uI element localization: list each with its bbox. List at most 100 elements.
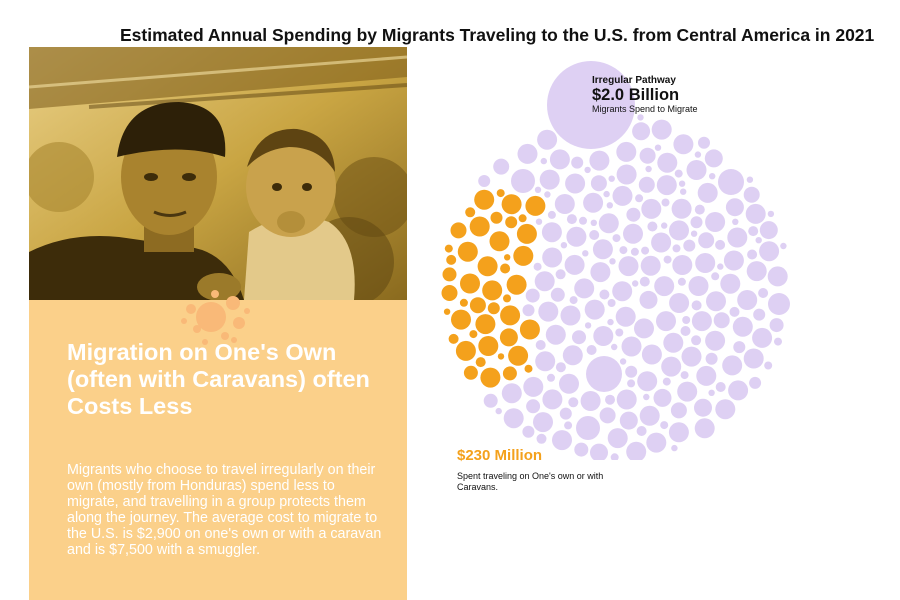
bubble-irregular <box>747 249 758 260</box>
bubble-irregular <box>616 164 637 185</box>
bubble-irregular <box>728 380 749 401</box>
bubble-caravan <box>519 319 540 340</box>
bubble-irregular <box>589 150 610 171</box>
man-holding-child-photo <box>29 47 407 300</box>
bubble-irregular <box>605 394 615 405</box>
bubble-irregular <box>545 324 566 345</box>
bubble-caravan <box>463 365 478 380</box>
bubble-irregular <box>576 416 600 440</box>
bubble-caravan <box>508 345 529 366</box>
bubble-caravan <box>442 267 457 282</box>
bubble-irregular <box>541 222 562 243</box>
panel-bubble <box>181 318 187 324</box>
bubble-irregular <box>621 336 642 357</box>
panel-bubble <box>196 302 226 332</box>
bubble-irregular <box>639 276 650 287</box>
bubble-irregular <box>705 212 726 232</box>
bubble-irregular <box>535 351 556 372</box>
bubble-irregular <box>681 346 702 367</box>
bubble-caravan <box>497 353 505 360</box>
bubble-irregular <box>618 256 639 277</box>
bubble-irregular <box>669 293 690 313</box>
bubble-irregular <box>540 157 547 165</box>
bubble-caravan <box>490 211 503 224</box>
bubble-irregular <box>603 190 610 198</box>
bubble-caravan <box>524 364 533 373</box>
bubble-irregular <box>694 151 702 158</box>
bubble-irregular <box>554 194 575 214</box>
bubble-caravan <box>480 367 501 388</box>
bubble-irregular <box>542 247 563 268</box>
bubble-irregular <box>660 421 669 430</box>
bubble-irregular <box>599 407 616 424</box>
bubble-irregular <box>698 232 715 249</box>
bubble-irregular <box>612 281 633 302</box>
bubble-irregular <box>671 444 678 452</box>
bubble-irregular <box>767 266 788 287</box>
bubble-irregular <box>552 430 572 451</box>
bubble-irregular <box>755 237 762 244</box>
bubble-caravan <box>446 254 457 265</box>
bubble-irregular <box>694 418 715 439</box>
bubble-caravan <box>500 305 521 326</box>
bubble-irregular <box>564 421 573 430</box>
bubble-caravan <box>516 223 537 244</box>
bubble-irregular <box>608 175 615 182</box>
panel-body-text: Migrants who choose to travel irregularl… <box>67 462 382 558</box>
bubble-caravan <box>469 216 490 237</box>
bubble-irregular <box>723 250 744 271</box>
bubble-irregular <box>579 216 587 225</box>
bubble-irregular <box>780 242 787 250</box>
bubble-irregular <box>715 399 736 420</box>
bubble-irregular <box>584 166 591 174</box>
bubble-irregular <box>680 188 687 195</box>
bubble-irregular <box>680 371 689 380</box>
bubble-irregular <box>690 216 703 229</box>
bubble-caravan <box>457 241 478 262</box>
bubble-irregular <box>568 397 579 408</box>
bubble-irregular <box>651 232 672 253</box>
bubble-irregular <box>586 356 622 392</box>
bubble-irregular <box>627 379 636 388</box>
bubble-irregular <box>525 288 540 303</box>
value-label-irregular: $2.0 Billion <box>592 86 680 104</box>
bubble-irregular <box>637 371 658 392</box>
bubble-irregular <box>698 136 710 149</box>
bubble-caravan <box>518 214 527 223</box>
bubble-irregular <box>555 362 566 373</box>
bubble-irregular <box>715 239 726 250</box>
bubble-irregular <box>663 255 672 264</box>
bubble-irregular <box>697 182 718 203</box>
bubble-irregular <box>566 226 587 247</box>
bubble-irregular <box>495 407 502 415</box>
bubble-irregular <box>607 428 628 449</box>
bubble-irregular <box>615 328 624 337</box>
panel-bubble <box>221 332 229 340</box>
bubble-irregular <box>533 412 553 433</box>
bubble-irregular <box>672 244 681 253</box>
bubble-caravan <box>489 231 510 252</box>
bubble-irregular <box>653 388 672 407</box>
bubble-irregular <box>746 176 754 183</box>
bubble-irregular <box>705 330 726 351</box>
bubble-caravan <box>500 263 511 274</box>
panel-bubble <box>193 325 201 333</box>
bubble-irregular <box>708 389 715 396</box>
bubble-caravan <box>506 274 527 295</box>
bubble-irregular <box>632 122 651 141</box>
panel-bubble <box>233 317 245 329</box>
decorative-bubble-cluster <box>181 290 250 345</box>
bubble-irregular <box>571 156 584 169</box>
bubble-irregular <box>547 210 556 219</box>
bubble-irregular <box>542 389 563 410</box>
bubble-caravan <box>477 256 498 277</box>
panel-heading: Migration on One's Own (often with Carav… <box>67 339 370 419</box>
bubble-irregular <box>767 210 775 218</box>
bubble-caravan <box>487 302 500 315</box>
bubble-irregular <box>562 345 583 366</box>
bubble-caravan <box>525 195 546 216</box>
bubble-irregular <box>566 214 577 225</box>
bubble-irregular <box>727 227 748 248</box>
bubble-irregular <box>478 175 491 187</box>
bubble-irregular <box>574 278 595 299</box>
